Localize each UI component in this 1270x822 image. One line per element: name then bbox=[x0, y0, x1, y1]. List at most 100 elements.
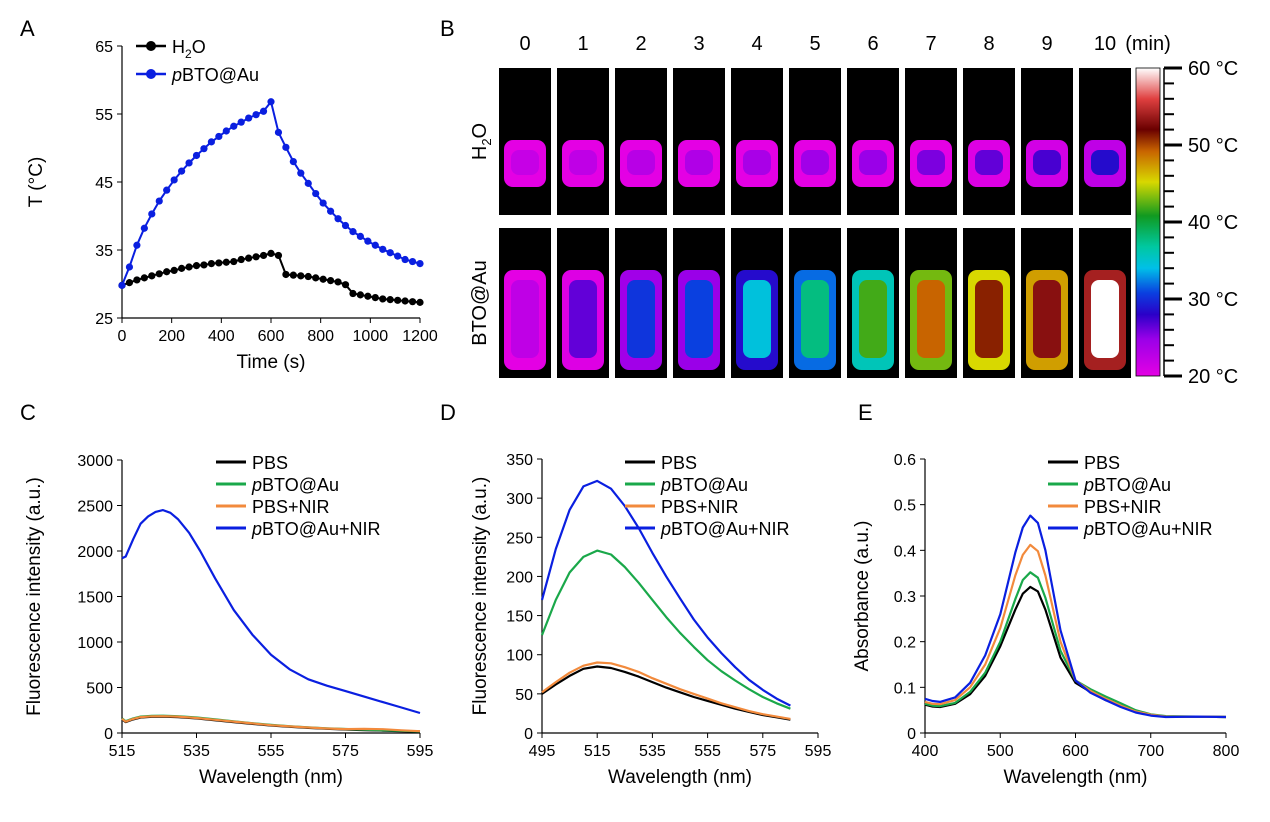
time-column-label: 3 bbox=[693, 33, 704, 55]
data-point-0 bbox=[297, 272, 305, 280]
y-tick-label: 0 bbox=[104, 726, 113, 743]
thermal-blob-core bbox=[859, 150, 887, 175]
series-line-1 bbox=[540, 549, 791, 710]
data-point-0 bbox=[222, 258, 230, 266]
data-point-0 bbox=[200, 261, 208, 269]
data-point-1 bbox=[371, 241, 379, 249]
x-tick-label: 600 bbox=[258, 328, 285, 345]
thermal-blob-core bbox=[1033, 150, 1061, 175]
data-point-0 bbox=[386, 296, 394, 304]
data-point-0 bbox=[304, 272, 312, 281]
data-point-1 bbox=[178, 167, 186, 175]
data-point-0 bbox=[364, 292, 372, 300]
series-line-2 bbox=[121, 715, 421, 733]
x-axis-title: Wavelength (nm) bbox=[1004, 767, 1148, 788]
y-tick-label: 25 bbox=[95, 311, 113, 328]
y-tick-label: 250 bbox=[506, 530, 533, 547]
x-tick-label: 575 bbox=[332, 743, 359, 760]
y-tick-label: 0.6 bbox=[894, 452, 916, 469]
data-point-1 bbox=[245, 114, 253, 122]
data-point-0 bbox=[334, 278, 342, 286]
data-point-0 bbox=[349, 289, 357, 298]
legend-label: PBS bbox=[1084, 453, 1120, 473]
data-point-1 bbox=[319, 199, 327, 207]
x-tick-label: 600 bbox=[1062, 743, 1089, 760]
colorbar-label: 40 °C bbox=[1188, 212, 1238, 234]
legend-label: pBTO@Au bbox=[660, 475, 748, 495]
thermal-blob-core bbox=[859, 280, 887, 358]
time-column-label: 9 bbox=[1041, 33, 1052, 55]
data-point-0 bbox=[282, 270, 290, 279]
y-tick-label: 1000 bbox=[77, 635, 113, 652]
x-tick-label: 800 bbox=[1213, 743, 1240, 760]
y-tick-label: 35 bbox=[95, 243, 113, 260]
data-point-0 bbox=[416, 298, 424, 306]
series-line-3 bbox=[924, 514, 1227, 719]
data-point-0 bbox=[125, 279, 134, 287]
thermal-blob-core bbox=[511, 280, 539, 358]
thermal-blob-core bbox=[569, 150, 597, 175]
legend-label: PBS+NIR bbox=[1084, 497, 1162, 517]
chart-b-thermal-images: 0 1 2 3 4 5 6 7 8 9 10 (min) H2O BTO@Au 60 °C 50 °C 40 °… bbox=[469, 33, 1238, 388]
data-point-1 bbox=[237, 118, 245, 126]
y-tick-label: 0.5 bbox=[894, 498, 916, 515]
x-tick-label: 800 bbox=[307, 328, 334, 345]
data-point-1 bbox=[207, 138, 215, 146]
x-axis-title: Wavelength (nm) bbox=[199, 767, 343, 788]
chart-a-temperature: 0 200 400 600 800 1000 1200 25 35 45 55 65 Time (s) T… bbox=[26, 37, 438, 373]
legend-marker bbox=[146, 41, 156, 51]
data-point-0 bbox=[312, 274, 320, 282]
y-tick-label: 3000 bbox=[77, 453, 113, 470]
data-point-1 bbox=[297, 169, 305, 177]
x-tick-label: 515 bbox=[584, 743, 611, 760]
data-point-0 bbox=[274, 251, 283, 260]
y-tick-label: 50 bbox=[515, 687, 533, 704]
thermal-blob-core bbox=[743, 280, 771, 358]
x-tick-label: 595 bbox=[407, 743, 434, 760]
data-point-0 bbox=[148, 272, 156, 280]
data-point-0 bbox=[155, 270, 163, 278]
thermal-blob-core bbox=[801, 150, 829, 175]
panel-label-e: E bbox=[858, 400, 873, 425]
thermal-blob-core bbox=[975, 150, 1003, 175]
data-point-0 bbox=[371, 294, 379, 302]
data-point-1 bbox=[148, 210, 156, 218]
y-tick-label: 0 bbox=[524, 726, 533, 743]
data-point-1 bbox=[170, 176, 178, 184]
row-label-bto-au: BTO@Au bbox=[469, 260, 491, 346]
x-tick-label: 515 bbox=[109, 743, 136, 760]
y-axis-title: Absorbance (a.u.) bbox=[852, 520, 873, 671]
chart-d-fluorescence: 495 515 535 555 575 595 0 50 100 150 200 250 300 350 W… bbox=[470, 452, 831, 788]
legend-marker bbox=[146, 69, 156, 79]
x-tick-label: 535 bbox=[183, 743, 210, 760]
y-axis-title: Fluorescence intensity (a.u.) bbox=[24, 477, 45, 716]
data-point-1 bbox=[408, 257, 417, 266]
x-tick-label: 1000 bbox=[353, 328, 389, 345]
time-column-label: 4 bbox=[751, 33, 762, 55]
colorbar bbox=[1135, 67, 1161, 377]
x-tick-label: 0 bbox=[118, 328, 127, 345]
x-tick-label: 400 bbox=[912, 743, 939, 760]
thermal-blob-core bbox=[685, 280, 713, 358]
time-column-label: 6 bbox=[867, 33, 878, 55]
x-tick-label: 200 bbox=[158, 328, 185, 345]
x-axis-title: Time (s) bbox=[237, 352, 306, 373]
data-point-0 bbox=[207, 260, 215, 268]
data-point-0 bbox=[178, 264, 186, 272]
data-point-1 bbox=[118, 281, 126, 289]
y-tick-label: 300 bbox=[506, 491, 533, 508]
y-tick-label: 200 bbox=[506, 569, 533, 586]
colorbar-label: 20 °C bbox=[1188, 366, 1238, 388]
time-column-label: 1 bbox=[577, 33, 588, 55]
thermal-blob-core bbox=[1091, 280, 1119, 358]
data-point-1 bbox=[334, 215, 342, 223]
data-point-1 bbox=[252, 111, 260, 119]
time-column-label: 10 bbox=[1094, 33, 1116, 55]
legend-label: pBTO@Au+NIR bbox=[1083, 519, 1213, 539]
data-point-0 bbox=[394, 296, 402, 304]
y-tick-label: 150 bbox=[506, 609, 533, 626]
data-point-0 bbox=[289, 271, 297, 279]
data-point-1 bbox=[282, 143, 290, 151]
y-tick-label: 65 bbox=[95, 39, 113, 56]
y-tick-label: 45 bbox=[95, 175, 113, 192]
